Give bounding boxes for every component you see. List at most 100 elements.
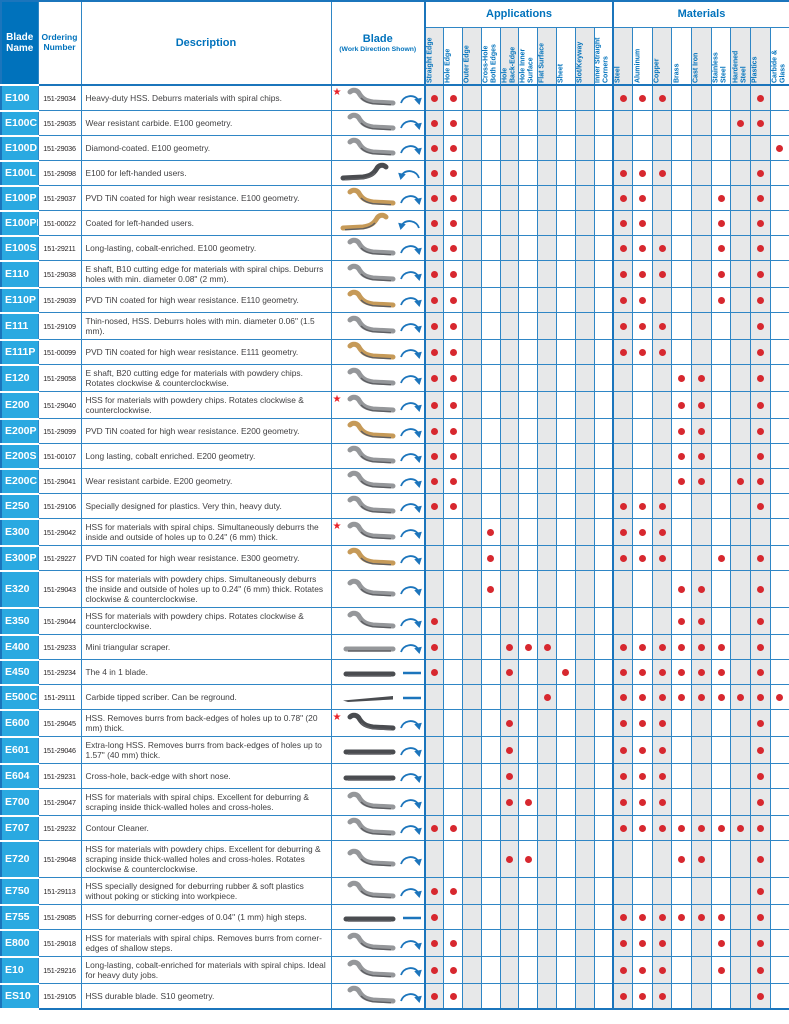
material-cell: [691, 815, 712, 841]
ordering-number-cell: 151-29111: [37, 684, 82, 710]
material-cell: [750, 235, 771, 261]
ordering-number-cell: 151-29041: [37, 468, 82, 494]
material-cell: [750, 570, 771, 608]
application-cell: [462, 956, 482, 984]
material-column-label: Plastics: [751, 56, 759, 83]
material-cell: [750, 983, 771, 1010]
application-cell: [593, 736, 614, 764]
application-cell: [480, 160, 501, 186]
material-cell: [651, 160, 673, 186]
application-dot: [524, 855, 532, 863]
material-cell: [612, 983, 634, 1010]
application-cell: [556, 235, 576, 261]
application-cell: [556, 443, 576, 469]
material-dot: [619, 824, 627, 832]
blade-image-cell: [330, 929, 426, 957]
material-cell: [750, 84, 771, 111]
application-cell: [518, 287, 539, 313]
blade-image: [332, 879, 424, 903]
blade-image: [332, 470, 424, 493]
application-cell: [593, 468, 614, 494]
material-cell: [612, 545, 634, 571]
material-cell: [750, 443, 771, 469]
application-dot: [449, 502, 457, 510]
material-dot: [678, 643, 686, 651]
application-cell: [593, 312, 614, 340]
application-cell: [424, 364, 445, 392]
blade-image: [332, 790, 424, 814]
application-column-label: Inner Straight Corners: [594, 37, 610, 83]
application-cell: [537, 877, 558, 905]
blade-image: [332, 212, 424, 235]
material-cell: [710, 364, 732, 392]
material-dot: [639, 348, 646, 356]
material-cell: [710, 185, 732, 211]
blade-image: [332, 984, 424, 1008]
ordering-number-cell: 151-29035: [37, 110, 82, 136]
application-cell: [574, 210, 595, 236]
application-cell: [593, 929, 614, 957]
material-cell: [632, 391, 653, 419]
application-cell: [462, 160, 482, 186]
application-cell: [480, 607, 501, 635]
material-cell: [691, 418, 712, 444]
material-cell: [612, 312, 634, 340]
application-cell: [574, 545, 595, 571]
material-dot: [658, 554, 666, 562]
blade-row-E755: E755 151-29085 HSS for deburring corner-ed…: [0, 903, 789, 931]
material-dot: [658, 966, 666, 974]
application-dot: [431, 322, 439, 330]
application-cell: [537, 684, 558, 710]
application-cell: [443, 443, 464, 469]
material-cell: [612, 763, 634, 789]
blade-s-curve-drawing: [347, 880, 396, 899]
material-dot: [717, 194, 725, 202]
blade-flat-drawing: [343, 916, 396, 922]
material-dot: [717, 554, 725, 562]
application-cell: [424, 956, 445, 984]
material-cell: [671, 815, 693, 841]
material-dot: [639, 528, 646, 536]
work-direction-arc-arrow-icon: [400, 375, 422, 385]
work-direction-arc-arrow-icon: [400, 349, 422, 359]
application-cell: [462, 684, 482, 710]
application-cell: [574, 443, 595, 469]
application-dot: [449, 824, 457, 832]
material-cell: [671, 607, 693, 635]
blade-row-E110P: E110P 151-29039 PVD TiN coated for high we…: [0, 286, 789, 314]
material-cell: [769, 135, 789, 161]
material-cell: [632, 904, 653, 930]
material-dot: [717, 244, 725, 252]
application-column-label: Outer Edge: [463, 45, 471, 83]
application-dot: [543, 643, 551, 651]
application-cell: [537, 634, 558, 660]
application-cell: [556, 364, 576, 392]
material-cell: [612, 634, 634, 660]
work-direction-arc-arrow-icon: [400, 478, 422, 488]
material-dot: [639, 244, 646, 252]
application-cell: [499, 840, 520, 878]
ordering-number-cell: 151-29234: [37, 659, 82, 685]
material-cell: [612, 518, 634, 546]
application-cell: [593, 260, 614, 288]
material-cell: [691, 518, 712, 546]
application-cell: [556, 763, 576, 789]
application-cell: [499, 235, 520, 261]
material-column-header: Brass: [671, 26, 693, 86]
material-cell: [632, 443, 653, 469]
blade-image-cell: [330, 418, 426, 444]
material-cell: [612, 684, 634, 710]
application-cell: [462, 788, 482, 816]
material-cell: [651, 815, 673, 841]
ordering-number-cell: 151-29046: [37, 736, 82, 764]
material-cell: [750, 185, 771, 211]
description-cell: Mini triangular scraper.: [80, 634, 332, 660]
material-dot: [717, 693, 725, 701]
application-dot: [506, 772, 514, 780]
material-dot: [697, 617, 705, 625]
application-cell: [480, 840, 501, 878]
material-dot: [658, 322, 666, 330]
application-cell: [480, 904, 501, 930]
application-cell: [556, 709, 576, 737]
